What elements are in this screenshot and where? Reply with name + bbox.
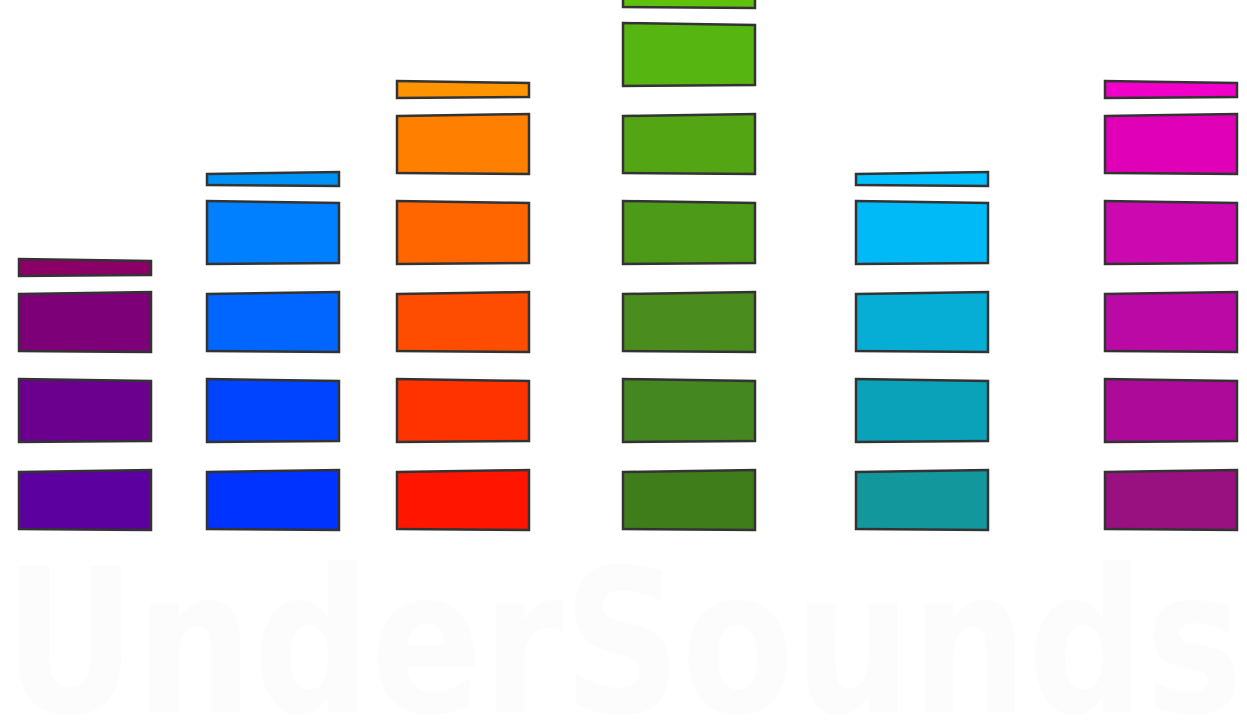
logo-wordmark: UnderSounds — [3, 527, 1243, 722]
equalizer-segment — [621, 199, 757, 266]
equalizer-segment — [395, 199, 531, 266]
equalizer-bars — [17, 0, 1239, 532]
equalizer-peak-cap — [621, 0, 757, 10]
equalizer-segment — [395, 112, 531, 176]
equalizer-segment — [17, 290, 153, 354]
equalizer-segment — [854, 468, 990, 532]
equalizer-segment — [1103, 468, 1239, 532]
equalizer-segment — [621, 290, 757, 354]
equalizer-segment — [854, 290, 990, 354]
equalizer-segment — [395, 290, 531, 354]
equalizer-segment — [1103, 377, 1239, 444]
equalizer-segment — [205, 468, 341, 532]
equalizer-segment — [205, 377, 341, 444]
equalizer-segment — [1103, 112, 1239, 176]
equalizer-segment — [621, 112, 757, 176]
equalizer-peak-cap — [1103, 79, 1239, 100]
equalizer-segment — [205, 199, 341, 266]
equalizer-segment — [1103, 290, 1239, 354]
equalizer-segment — [1103, 199, 1239, 266]
equalizer-segment — [17, 377, 153, 444]
equalizer-segment — [621, 21, 757, 88]
equalizer-segment — [854, 199, 990, 266]
equalizer-segment — [205, 290, 341, 354]
equalizer-segment — [621, 468, 757, 532]
equalizer-segment — [621, 377, 757, 444]
equalizer-segment — [17, 468, 153, 532]
equalizer-peak-cap — [205, 170, 341, 188]
equalizer-peak-cap — [395, 79, 531, 100]
equalizer-peak-cap — [17, 257, 153, 278]
equalizer-segment — [854, 377, 990, 444]
equalizer-peak-cap — [854, 170, 990, 188]
equalizer-segment — [395, 377, 531, 444]
equalizer-segment — [395, 468, 531, 532]
